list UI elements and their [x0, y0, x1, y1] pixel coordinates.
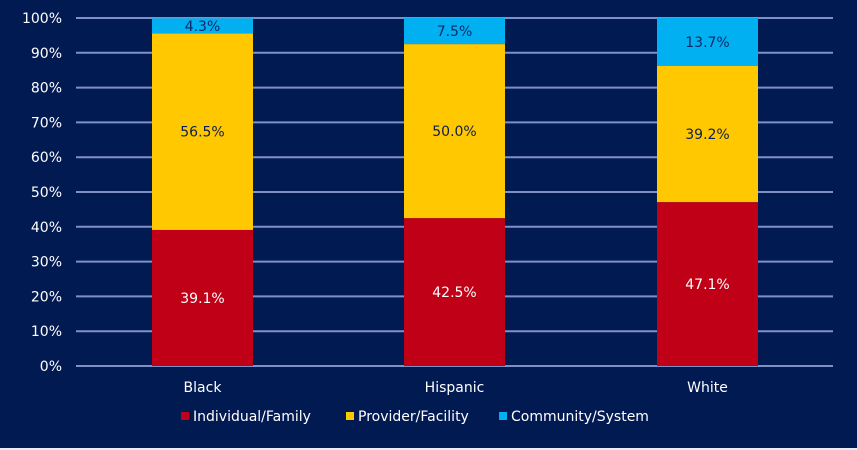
data-label: 39.2% — [685, 127, 729, 143]
data-label: 47.1% — [685, 277, 729, 293]
x-category-label: White — [687, 380, 728, 396]
legend-label: Individual/Family — [193, 409, 311, 425]
y-tick-label: 60% — [31, 150, 62, 166]
bar-segment — [152, 229, 253, 366]
data-label: 7.5% — [437, 24, 473, 40]
bar-segment — [657, 18, 758, 66]
legend-swatch — [346, 412, 354, 420]
y-tick-label: 40% — [31, 220, 62, 236]
legend-swatch — [499, 412, 507, 420]
bar-segment — [657, 202, 758, 366]
bar-segment — [404, 18, 505, 45]
bars — [152, 18, 758, 366]
bar-segment — [657, 65, 758, 203]
x-category-label: Black — [184, 380, 223, 396]
bar-segment — [404, 218, 505, 366]
legend: Individual/Family Provider/Facility Commun… — [181, 409, 649, 425]
y-tick-label: 10% — [31, 324, 62, 340]
bar-segment — [152, 18, 253, 34]
y-tick-label: 30% — [31, 255, 62, 271]
y-tick-label: 80% — [31, 81, 62, 97]
legend-label: Community/System — [511, 409, 649, 425]
data-label: 42.5% — [432, 285, 476, 301]
y-tick-label: 100% — [22, 11, 62, 27]
y-tick-label: 0% — [40, 359, 62, 375]
data-label: 56.5% — [180, 125, 224, 141]
y-tick-label: 50% — [31, 185, 62, 201]
legend-label: Provider/Facility — [358, 409, 469, 425]
y-tick-label: 90% — [31, 46, 62, 62]
legend-swatch — [181, 412, 189, 420]
data-label: 39.1% — [180, 291, 224, 307]
y-tick-label: 70% — [31, 115, 62, 131]
y-tick-label: 20% — [31, 289, 62, 305]
data-label: 4.3% — [185, 19, 221, 35]
x-category-label: Hispanic — [425, 380, 485, 396]
bar-segment — [152, 33, 253, 230]
bar-segment — [404, 44, 505, 219]
x-axis-categories: Black Hispanic White — [184, 380, 728, 396]
y-axis-ticks: 0% 10% 20% 30% 40% 50% 60% 70% 80% 90% 100% — [22, 11, 62, 375]
data-labels: 39.1% 56.5% 4.3% 42.5% 50.0% 7.5% 47.1% 39.2% 13… — [180, 19, 729, 307]
data-label: 50.0% — [432, 124, 476, 140]
data-label: 13.7% — [685, 35, 729, 51]
